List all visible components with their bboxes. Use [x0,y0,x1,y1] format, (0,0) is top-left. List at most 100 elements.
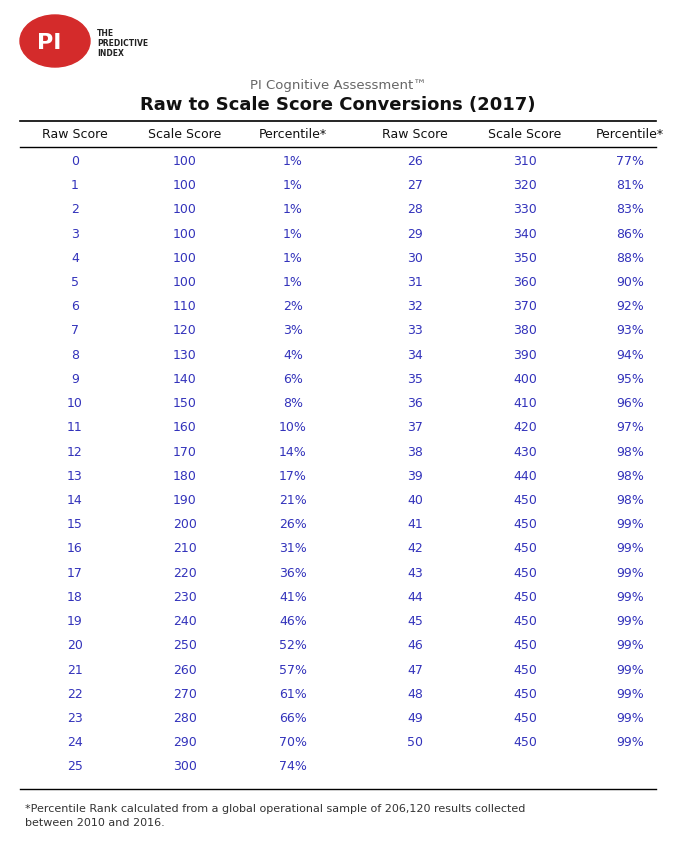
Text: 140: 140 [173,373,197,386]
Text: 14: 14 [67,493,83,507]
Text: Raw to Scale Score Conversions (2017): Raw to Scale Score Conversions (2017) [140,96,536,113]
Text: 99%: 99% [616,590,644,603]
Text: 310: 310 [513,154,537,168]
Text: 450: 450 [513,687,537,700]
Text: 49: 49 [407,711,423,724]
Text: 33: 33 [407,324,423,337]
Text: 400: 400 [513,373,537,386]
Text: 18: 18 [67,590,83,603]
Text: 95%: 95% [616,373,644,386]
Text: 99%: 99% [616,687,644,700]
Text: 450: 450 [513,711,537,724]
Text: 100: 100 [173,203,197,216]
Text: 340: 340 [513,227,537,241]
Text: 170: 170 [173,445,197,458]
Text: 99%: 99% [616,663,644,676]
Text: 190: 190 [173,493,197,507]
Text: Percentile*: Percentile* [259,128,327,142]
Text: 450: 450 [513,566,537,579]
Text: 57%: 57% [279,663,307,676]
Text: 40: 40 [407,493,423,507]
Text: 99%: 99% [616,518,644,531]
Text: 450: 450 [513,735,537,748]
Text: 50: 50 [407,735,423,748]
Text: 420: 420 [513,421,537,434]
Text: 98%: 98% [616,493,644,507]
Text: PI: PI [37,33,62,53]
Text: 35: 35 [407,373,423,386]
Text: 290: 290 [173,735,197,748]
Text: 48: 48 [407,687,423,700]
Text: 100: 100 [173,154,197,168]
Text: 1%: 1% [283,276,303,288]
Text: 21%: 21% [279,493,307,507]
Text: 46%: 46% [279,614,307,628]
Text: 52%: 52% [279,639,307,652]
Text: 180: 180 [173,469,197,482]
Text: 42: 42 [407,542,423,554]
Text: 45: 45 [407,614,423,628]
Text: 260: 260 [173,663,197,676]
Text: between 2010 and 2016.: between 2010 and 2016. [25,817,165,827]
Text: Scale Score: Scale Score [488,128,562,142]
Text: 450: 450 [513,542,537,554]
Text: 450: 450 [513,614,537,628]
Text: 23: 23 [67,711,83,724]
Ellipse shape [20,16,90,68]
Text: 19: 19 [67,614,83,628]
Text: 1%: 1% [283,203,303,216]
Text: 450: 450 [513,663,537,676]
Text: 26: 26 [407,154,423,168]
Text: 150: 150 [173,397,197,409]
Text: 93%: 93% [616,324,644,337]
Text: 44: 44 [407,590,423,603]
Text: 4: 4 [71,252,79,264]
Text: 86%: 86% [616,227,644,241]
Text: 330: 330 [513,203,537,216]
Text: 270: 270 [173,687,197,700]
Text: 70%: 70% [279,735,307,748]
Text: PREDICTIVE: PREDICTIVE [97,38,148,48]
Text: 25: 25 [67,759,83,773]
Text: 210: 210 [173,542,197,554]
Text: 98%: 98% [616,445,644,458]
Text: 100: 100 [173,252,197,264]
Text: 99%: 99% [616,639,644,652]
Text: Percentile*: Percentile* [596,128,664,142]
Text: 450: 450 [513,493,537,507]
Text: 36%: 36% [279,566,307,579]
Text: 100: 100 [173,276,197,288]
Text: 31%: 31% [279,542,307,554]
Text: 380: 380 [513,324,537,337]
Text: Raw Score: Raw Score [382,128,448,142]
Text: 2: 2 [71,203,79,216]
Text: 390: 390 [513,348,537,361]
Text: 130: 130 [173,348,197,361]
Text: 14%: 14% [279,445,307,458]
Text: 250: 250 [173,639,197,652]
Text: 77%: 77% [616,154,644,168]
Text: 92%: 92% [616,300,644,313]
Text: 43: 43 [407,566,423,579]
Text: 300: 300 [173,759,197,773]
Text: 12: 12 [67,445,83,458]
Text: 6: 6 [71,300,79,313]
Text: 10%: 10% [279,421,307,434]
Text: 22: 22 [67,687,83,700]
Text: 450: 450 [513,639,537,652]
Text: 440: 440 [513,469,537,482]
Text: 99%: 99% [616,542,644,554]
Text: 6%: 6% [283,373,303,386]
Text: 1: 1 [71,179,79,192]
Text: 11: 11 [67,421,83,434]
Text: 32: 32 [407,300,423,313]
Text: 28: 28 [407,203,423,216]
Text: 90%: 90% [616,276,644,288]
Text: 160: 160 [173,421,197,434]
Text: 230: 230 [173,590,197,603]
Text: PI Cognitive Assessment™: PI Cognitive Assessment™ [249,78,427,91]
Text: 5: 5 [71,276,79,288]
Text: 24: 24 [67,735,83,748]
Text: THE: THE [97,28,114,38]
Text: 1%: 1% [283,154,303,168]
